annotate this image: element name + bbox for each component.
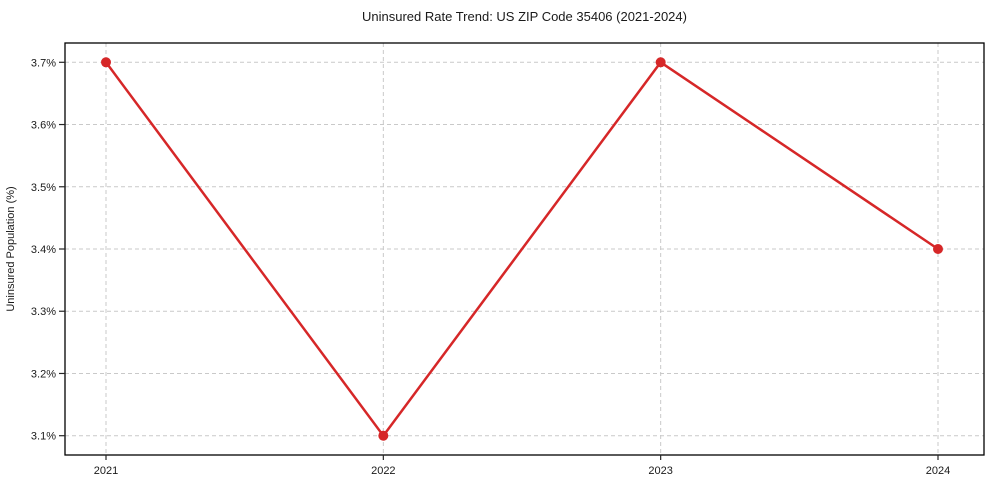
y-axis-label: Uninsured Population (%): [5, 186, 17, 311]
x-tick-label: 2021: [94, 465, 118, 477]
y-tick-label: 3.3%: [31, 306, 56, 318]
y-tick-label: 3.4%: [31, 244, 56, 256]
y-tick-label: 3.6%: [31, 120, 56, 132]
chart-title: Uninsured Rate Trend: US ZIP Code 35406 …: [362, 9, 687, 24]
data-point-marker: [933, 244, 943, 254]
y-tick-label: 3.2%: [31, 368, 56, 380]
x-tick-label: 2024: [926, 465, 950, 477]
plot-border: [64, 42, 985, 456]
y-tick-label: 3.5%: [31, 182, 56, 194]
data-point-marker: [101, 57, 111, 68]
data-point-marker: [655, 57, 666, 68]
y-tick-label: 3.1%: [31, 431, 56, 443]
x-tick-label: 2023: [648, 465, 672, 477]
plot-contents: 3.1% 3.2% 3.3% 3.4% 3.5% 3.6% 3.7% 2021 2022 2023…: [31, 42, 985, 477]
x-tick-label: 2022: [371, 465, 395, 477]
data-point-marker: [378, 430, 389, 441]
y-tick-label: 3.7%: [31, 57, 56, 69]
trend-line: [104, 61, 940, 437]
